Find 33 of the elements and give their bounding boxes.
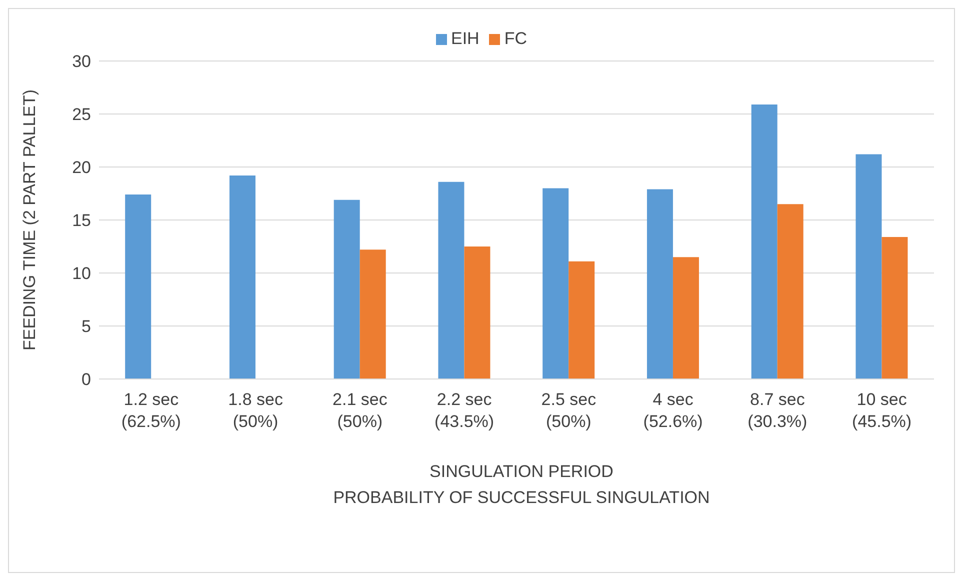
bar [568, 261, 595, 379]
bar [464, 246, 490, 379]
bar [229, 175, 256, 379]
bar [777, 204, 804, 379]
bar [672, 257, 699, 379]
bar [542, 188, 569, 379]
bar [360, 250, 386, 379]
x-tick-label: 1.8 sec (50%) [228, 390, 284, 431]
x-tick-label: 2.1 sec (50%) [332, 390, 388, 431]
bar [125, 194, 152, 379]
x-axis-title: SINGULATION PERIOD PROBABILITY OF SUCCESSFUL SINGULATION [332, 461, 711, 509]
y-tick-label: 10 [72, 264, 91, 284]
bar [882, 236, 908, 379]
y-axis-title: FEEDING TIME (2 PART PALLET) [20, 89, 40, 351]
y-tick-label: 30 [72, 52, 91, 72]
bar [856, 154, 882, 379]
x-tick-label: 1.2 sec (62.5%) [121, 390, 181, 431]
x-tick-label: 8.7 sec (30.3%) [748, 390, 808, 431]
y-tick-label: 0 [82, 370, 91, 390]
y-tick-label: 15 [72, 211, 91, 230]
y-tick-label: 20 [72, 158, 91, 178]
bar [751, 104, 778, 379]
x-tick-label: 4 sec (52.6%) [643, 390, 703, 431]
x-tick-label: 2.5 sec (50%) [541, 390, 597, 431]
y-tick-label: 25 [72, 105, 91, 124]
y-tick-label: 5 [82, 317, 91, 336]
x-tick-label: 2.2 sec (43.5%) [434, 390, 494, 431]
bar [646, 189, 673, 379]
legend-label: EIH [450, 29, 480, 48]
bar [334, 200, 360, 379]
bar [438, 182, 464, 379]
legend-label: FC [504, 29, 527, 48]
x-tick-label: 10 sec (45.5%) [852, 390, 912, 431]
